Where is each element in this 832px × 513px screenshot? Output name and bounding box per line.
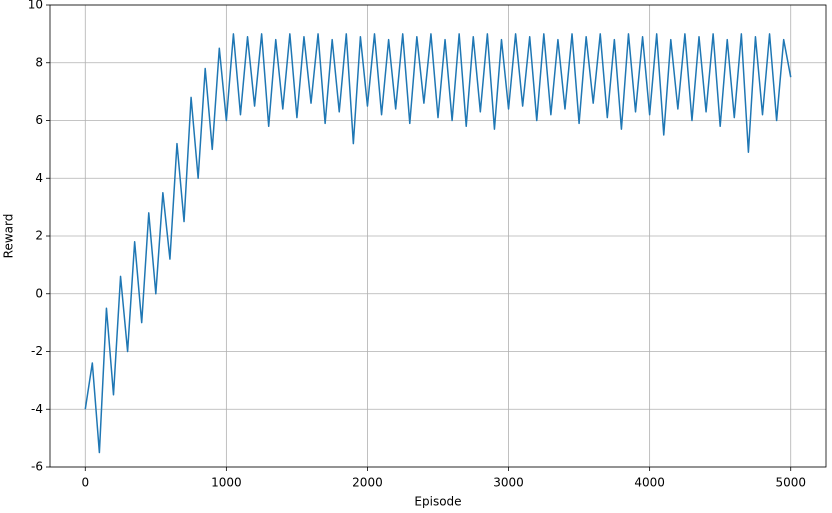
- x-tick-label: 2000: [352, 476, 383, 490]
- y-tick-label: -4: [31, 402, 43, 416]
- y-tick-label: -2: [31, 344, 43, 358]
- x-tick-label: 3000: [493, 476, 524, 490]
- y-tick-label: 8: [35, 55, 43, 69]
- y-tick-label: -6: [31, 460, 43, 474]
- y-tick-label: 10: [28, 0, 43, 12]
- x-tick-label: 1000: [211, 476, 242, 490]
- y-tick-label: 2: [35, 229, 43, 243]
- line-series: [84, 33, 792, 454]
- x-tick-label: 0: [81, 476, 89, 490]
- y-tick-label: 6: [35, 113, 43, 127]
- y-tick-label: 4: [35, 171, 43, 185]
- x-axis-label: Episode: [414, 495, 461, 509]
- plot-frame: [49, 4, 827, 468]
- y-tick-label: 0: [35, 286, 43, 300]
- x-tick-label: 4000: [634, 476, 665, 490]
- x-tick-label: 5000: [775, 476, 806, 490]
- y-axis-label: Reward: [2, 214, 16, 259]
